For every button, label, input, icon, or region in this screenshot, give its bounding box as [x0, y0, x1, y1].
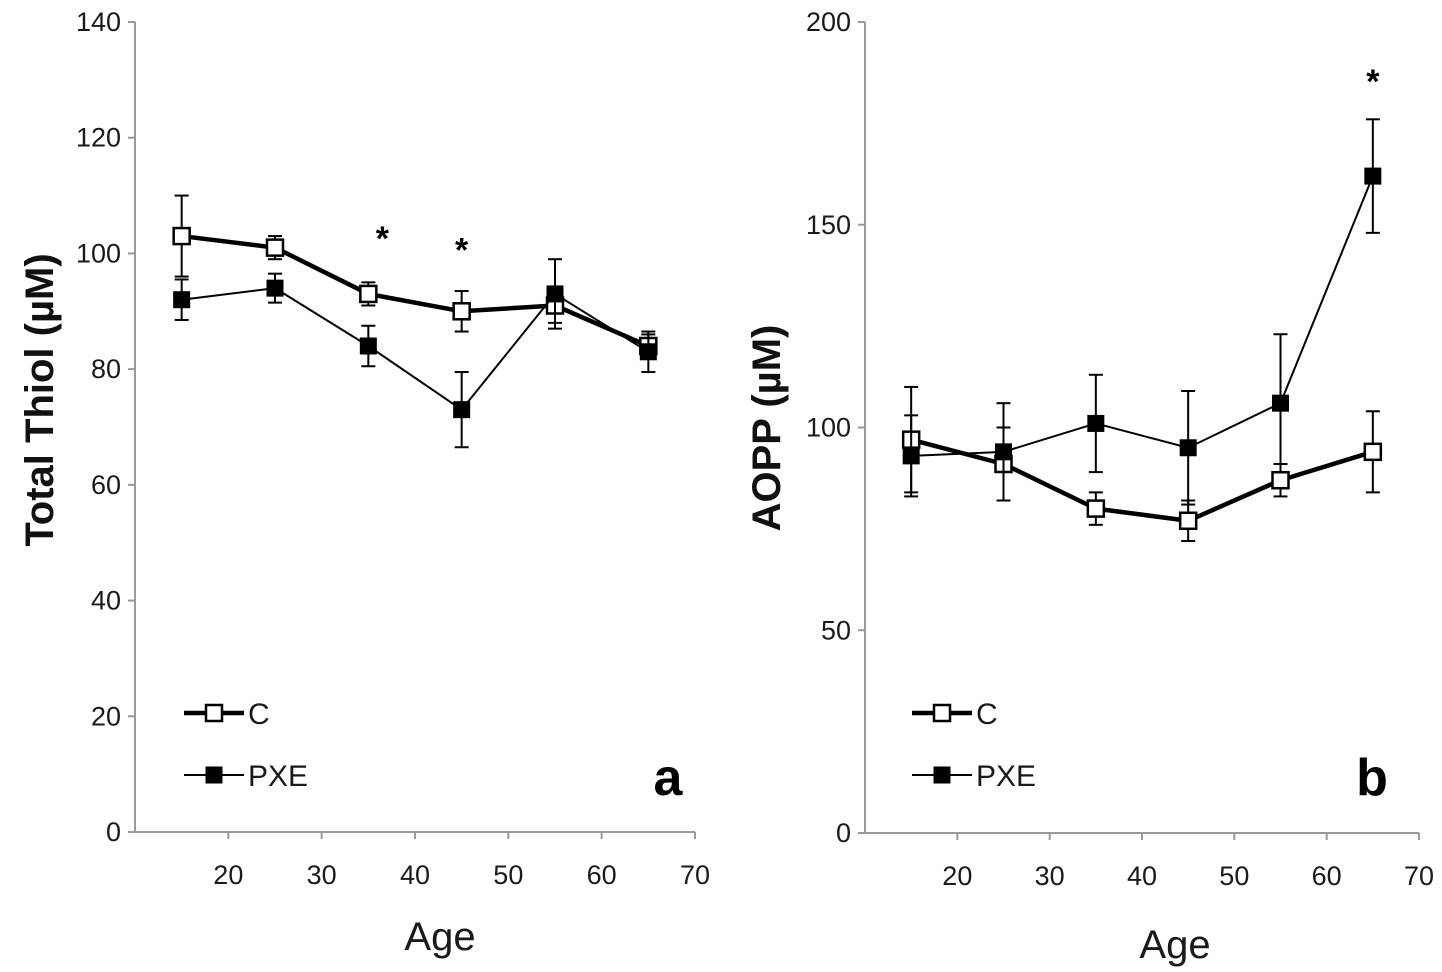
- panel-b-x-tick-label: 60: [1312, 861, 1342, 891]
- panel-a-y-tick-label: 140: [76, 7, 121, 37]
- panel-b-y-axis-label: AOPP (µM): [745, 325, 789, 532]
- panel-b-chart: 0 50 100 150 200 20 30 40 50 60 70 AOPP (µM) Age b C PX…: [745, 7, 1434, 967]
- panel-b-y-tick-label: 50: [821, 615, 851, 645]
- panel-b-legend-marker-c: [932, 703, 952, 723]
- panel-b-y-tick-label: 0: [836, 818, 851, 848]
- panel-a-significance-star: *: [376, 220, 390, 258]
- panel-b-x-tick-label: 50: [1219, 861, 1249, 891]
- panel-a-series-pxe-point: [359, 337, 377, 355]
- panel-a-legend-marker-c: [204, 703, 224, 723]
- panel-a-x-tick-label: 60: [587, 860, 617, 890]
- panel-a-y-tick-label: 80: [91, 354, 121, 384]
- panel-a-x-tick-label: 20: [213, 860, 243, 890]
- panel-a-y-tick-label: 40: [91, 586, 121, 616]
- panel-b-series-c-point: [1271, 470, 1290, 490]
- panel-a-series-pxe-point: [266, 279, 284, 297]
- panel-b-series-pxe-point: [1272, 394, 1289, 412]
- panel-a-x-tick-label: 30: [307, 860, 337, 890]
- panel-a-series-c-point: [452, 302, 471, 321]
- panel-a-series-pxe-line: [181, 287, 649, 411]
- panel-b-y-tick-label: 100: [806, 413, 851, 443]
- panel-b-series-pxe-point: [1364, 167, 1382, 185]
- panel-b-y-tick-label: 200: [806, 7, 851, 37]
- panel-a-y-tick-label: 20: [91, 701, 121, 731]
- panel-a-y-tick-label: 100: [76, 238, 121, 268]
- panel-a-series-c-line: [181, 233, 650, 349]
- panel-a-series-pxe-point: [453, 401, 471, 419]
- panel-b-significance-star: *: [1366, 63, 1380, 101]
- panel-a-series-c-point: [172, 226, 191, 246]
- panel-b-label: b: [1356, 749, 1388, 807]
- panel-a-label: a: [654, 749, 684, 807]
- panel-b-series-pxe-point: [1087, 414, 1105, 432]
- panel-b-series-pxe-point: [902, 447, 920, 465]
- panel-b-series-pxe-line: [911, 175, 1374, 457]
- panel-b-x-tick-label: 30: [1035, 861, 1065, 891]
- panel-b-series-c-point: [1363, 442, 1383, 462]
- panel-b-legend-label-pxe: PXE: [976, 760, 1036, 793]
- panel-a-y-tick-label: 60: [91, 470, 121, 500]
- panel-a-series-pxe-point: [173, 291, 191, 309]
- panel-a-significance-star: *: [455, 232, 469, 270]
- panel-a-series-pxe-point: [639, 343, 657, 361]
- panel-b-legend-marker-pxe: [933, 766, 951, 784]
- panel-a-chart: 0 20 40 60 80 100 120 140 20 30 40 50 60 70 Total Thio…: [18, 7, 710, 959]
- panel-b-x-tick-label: 70: [1404, 861, 1434, 891]
- panel-a-y-axis-label: Total Thiol (µM): [18, 253, 62, 546]
- panel-b-legend-label-c: C: [976, 698, 998, 731]
- panel-a-x-tick-label: 70: [680, 860, 710, 890]
- panel-a-series-pxe-point: [546, 285, 564, 303]
- panel-a-legend-label-c: C: [248, 698, 270, 731]
- panel-b-series-pxe-point: [995, 443, 1012, 461]
- panel-b-series-c-line: [910, 437, 1374, 524]
- panel-b-series-c-point: [1086, 499, 1106, 518]
- panel-a-legend-label-pxe: PXE: [248, 760, 308, 793]
- panel-b-x-tick-label: 40: [1127, 861, 1157, 891]
- panel-b-x-tick-label: 20: [942, 861, 972, 891]
- panel-a-series-c-point: [265, 238, 285, 257]
- panel-a-y-tick-label: 120: [76, 123, 121, 153]
- panel-b-series-pxe-point: [1179, 439, 1197, 457]
- panel-a-y-tick-label: 0: [106, 817, 121, 847]
- panel-a-x-tick-label: 50: [493, 860, 523, 890]
- panel-b-y-tick-label: 150: [806, 210, 851, 240]
- panel-a-x-tick-label: 40: [400, 860, 430, 890]
- panel-a-legend-marker-pxe: [205, 766, 223, 784]
- panel-b-series-c-point: [1178, 511, 1198, 531]
- panel-b-x-axis-label: Age: [1139, 923, 1210, 967]
- panel-a-x-axis-label: Age: [404, 915, 475, 959]
- panel-a-series-c-point: [359, 284, 378, 304]
